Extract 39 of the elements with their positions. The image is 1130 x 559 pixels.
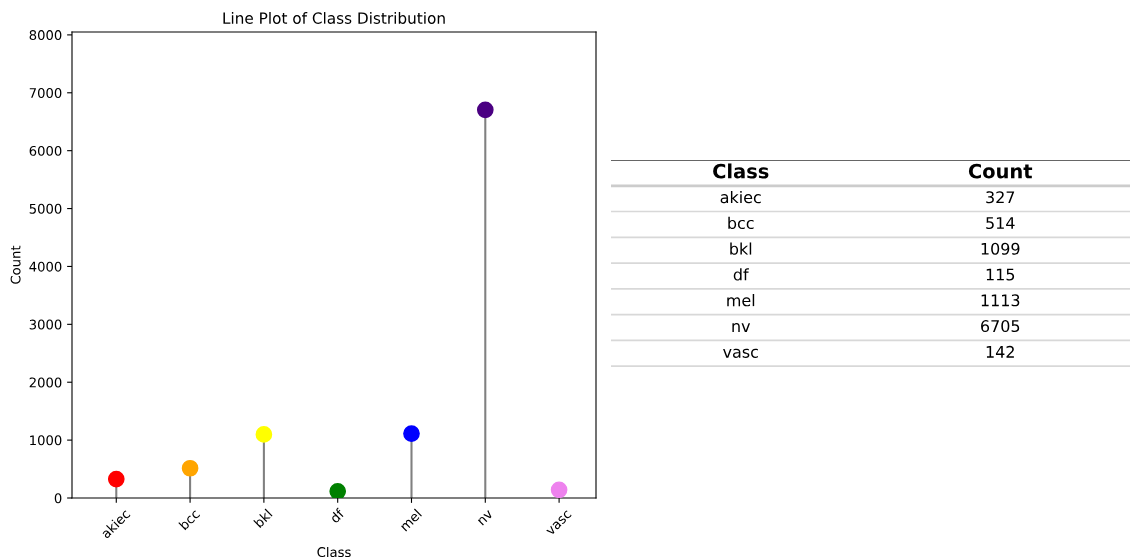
text: 1113 bbox=[981, 294, 1020, 307]
point bbox=[181, 459, 199, 477]
point bbox=[107, 470, 125, 488]
x-tick-label: nv bbox=[477, 509, 494, 526]
text: 327 bbox=[986, 191, 1015, 204]
text: mel bbox=[727, 293, 755, 307]
text: vasc bbox=[723, 348, 758, 358]
y-axis-title: Count bbox=[10, 245, 21, 284]
text: 514 bbox=[986, 217, 1015, 230]
text: 142 bbox=[986, 345, 1014, 358]
y-tick-label: 6000 bbox=[29, 145, 62, 156]
text: 6705 bbox=[981, 320, 1020, 333]
text: bkl bbox=[730, 242, 752, 255]
y-tick-label: 1000 bbox=[30, 435, 62, 446]
point bbox=[476, 101, 494, 119]
y-tick-label: 2000 bbox=[29, 377, 62, 388]
point bbox=[550, 481, 568, 498]
text: nv bbox=[732, 322, 751, 332]
text: Count bbox=[968, 163, 1033, 179]
text: 1099 bbox=[981, 242, 1020, 255]
text: Class bbox=[713, 163, 769, 179]
chart-title: Line Plot of Class Distribution bbox=[223, 12, 445, 24]
text: akiec bbox=[720, 190, 761, 204]
point bbox=[403, 425, 420, 442]
point bbox=[329, 483, 347, 498]
y-tick-label: 4000 bbox=[29, 261, 62, 272]
y-tick-label: 3000 bbox=[29, 319, 62, 330]
text: 115 bbox=[986, 268, 1015, 281]
x-axis-title: Class bbox=[317, 546, 351, 558]
x-tick-label: df bbox=[329, 507, 346, 524]
y-tick-label: 8000 bbox=[29, 30, 62, 41]
point bbox=[255, 426, 273, 443]
text: df bbox=[733, 268, 749, 281]
y-tick-label: 7000 bbox=[29, 88, 62, 98]
text: bcc bbox=[728, 216, 754, 230]
x-tick-label: bcc bbox=[178, 508, 201, 531]
x-tick-label: bkl bbox=[253, 508, 273, 529]
y-tick-label: 5000 bbox=[29, 203, 62, 214]
y-tick-label: 0 bbox=[54, 493, 62, 504]
